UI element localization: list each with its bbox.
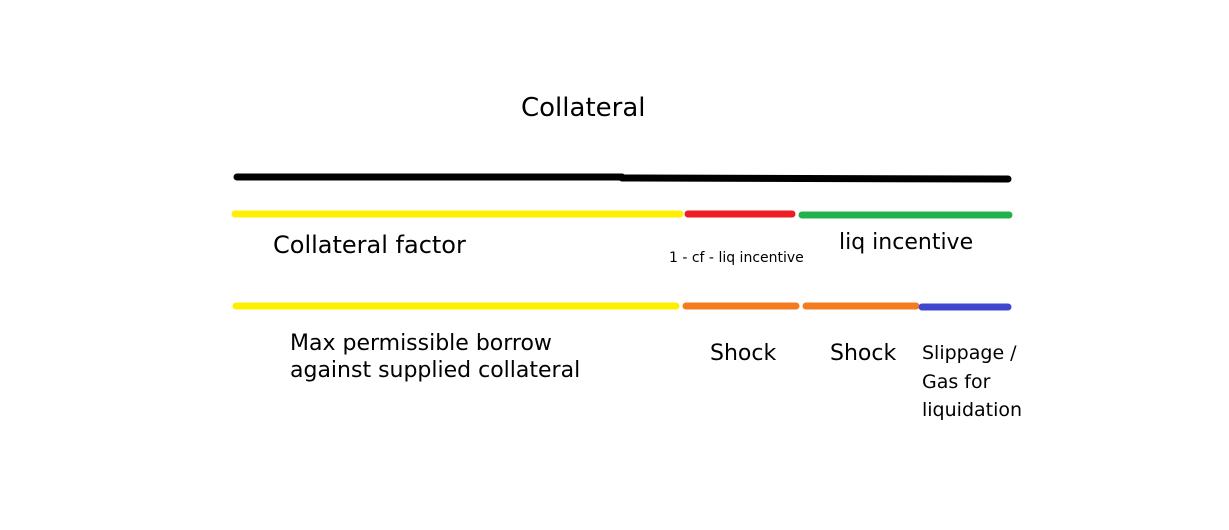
shock-label-2: Shock xyxy=(830,341,897,366)
max-borrow-label: Max permissible borrow against supplied … xyxy=(290,331,581,383)
collateral-row xyxy=(233,173,1012,183)
breakdown-row xyxy=(232,302,1012,311)
slippage-label: Slippage / Gas for liquidation xyxy=(922,342,1023,421)
collateral-factor-label: Collateral factor xyxy=(273,231,466,259)
remainder-label: 1 - cf - liq incentive xyxy=(669,250,804,266)
liq-incentive-label: liq incentive xyxy=(839,230,974,255)
shock-label-1: Shock xyxy=(710,341,777,366)
factor-row xyxy=(231,210,1013,219)
diagram-title: Collateral xyxy=(521,93,646,123)
collateral-bar-right xyxy=(618,174,1012,183)
